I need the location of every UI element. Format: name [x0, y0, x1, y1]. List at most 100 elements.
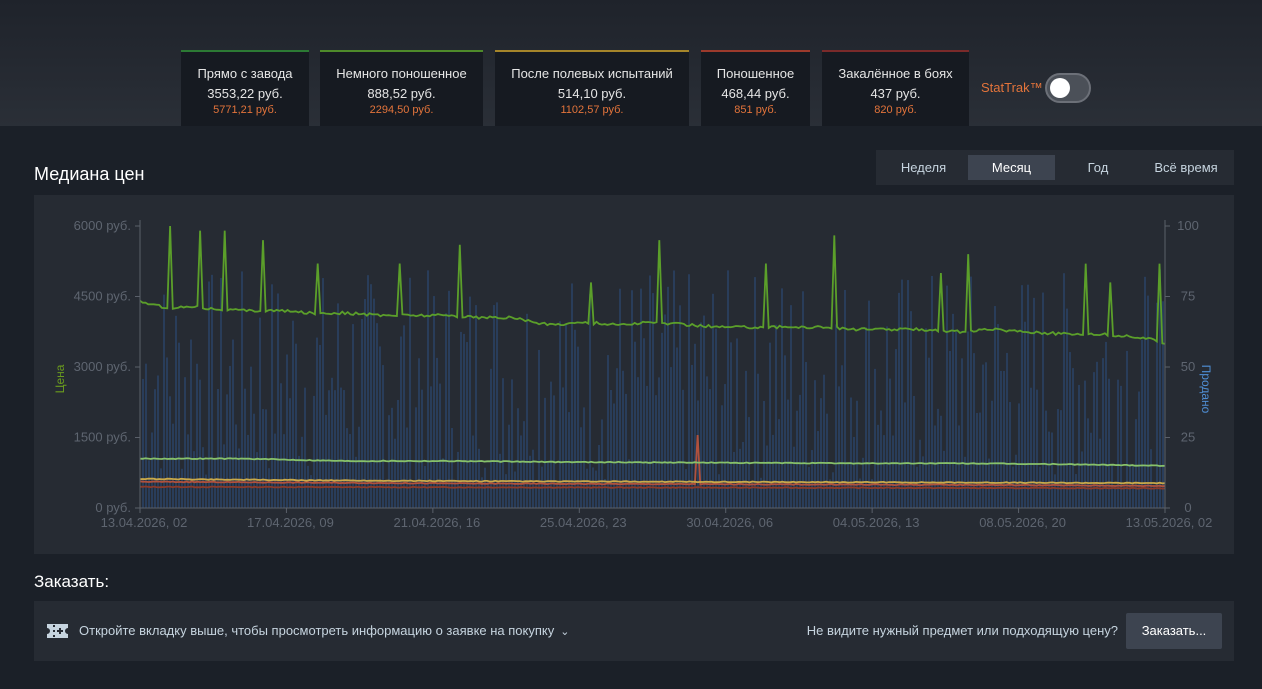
volume-bar	[994, 306, 996, 508]
volume-bar	[868, 300, 870, 508]
volume-bar	[667, 286, 669, 508]
volume-bar	[1036, 389, 1038, 508]
volume-bar	[205, 474, 207, 508]
volume-bar	[658, 377, 660, 508]
x-tick-label: 13.05.2026, 02	[1126, 515, 1213, 530]
volume-bar	[316, 337, 318, 508]
volume-bar	[871, 479, 873, 508]
volume-bar	[406, 427, 408, 508]
volume-bar	[562, 387, 564, 508]
volume-bar	[394, 438, 396, 508]
volume-bar	[481, 477, 483, 508]
volume-bar	[451, 428, 453, 508]
volume-bar	[724, 384, 726, 508]
order-button[interactable]: Заказать...	[1126, 613, 1222, 649]
volume-bar	[673, 270, 675, 508]
volume-bar	[328, 390, 330, 508]
volume-bar	[211, 274, 213, 508]
volume-bar	[943, 450, 945, 508]
volume-bar	[496, 302, 498, 508]
volume-bar	[505, 474, 507, 508]
volume-bar	[616, 368, 618, 508]
order-info-toggle[interactable]: Откройте вкладку выше, чтобы просмотреть…	[79, 623, 569, 638]
price-line-series	[139, 435, 1166, 488]
volume-bar	[292, 320, 294, 508]
volume-bar	[1015, 454, 1017, 508]
y-tick-label: 1500 руб.	[74, 430, 131, 445]
volume-bar	[181, 468, 183, 508]
volume-bar	[478, 448, 480, 508]
range-year-button[interactable]: Год	[1087, 160, 1109, 175]
volume-bar	[961, 358, 963, 508]
volume-bar	[835, 324, 837, 508]
volume-bar	[925, 328, 927, 508]
volume-bar	[1096, 361, 1098, 508]
volume-bar	[532, 449, 534, 508]
volume-bar	[784, 355, 786, 508]
order-info-text: Откройте вкладку выше, чтобы просмотреть…	[79, 623, 555, 638]
range-month-button[interactable]: Месяц	[968, 155, 1055, 180]
volume-bar	[760, 477, 762, 508]
range-week-button[interactable]: Неделя	[900, 160, 947, 175]
price-line-series	[139, 485, 1166, 490]
volume-bar	[1009, 402, 1011, 508]
volume-bar	[1051, 432, 1053, 508]
volume-bar	[1072, 368, 1074, 508]
price-chart[interactable]: 0 руб. 1500 руб. 3000 руб. 4500 руб. 6000 ру…	[34, 195, 1234, 554]
stattrak-toggle[interactable]	[1045, 73, 1091, 103]
wear-tab-field-tested[interactable]: После полевых испытаний 514,10 руб. 1102…	[495, 50, 689, 126]
x-tick-label: 25.04.2026, 23	[540, 515, 627, 530]
y2-tick-label: 50	[1181, 359, 1195, 374]
volume-bar	[199, 379, 201, 508]
range-all-time-button[interactable]: Всё время	[1154, 160, 1218, 175]
volume-bar	[430, 386, 432, 508]
volume-bar	[457, 451, 459, 508]
wear-tab-minimal-wear[interactable]: Немного поношенное 888,52 руб. 2294,50 р…	[320, 50, 483, 126]
toggle-knob	[1050, 78, 1070, 98]
wear-tab-stattrak-price: 5771,21 руб.	[213, 104, 277, 116]
volume-bar	[250, 366, 252, 508]
wear-tab-factory-new[interactable]: Прямо с завода 3553,22 руб. 5771,21 руб.	[181, 50, 309, 126]
volume-bar	[220, 277, 222, 508]
wear-tab-price: 514,10 руб.	[557, 86, 627, 101]
volume-bar	[766, 445, 768, 508]
wear-tab-battle-scarred[interactable]: Закалённое в боях 437 руб. 820 руб.	[822, 50, 969, 126]
volume-bar	[544, 397, 546, 508]
volume-bar	[1054, 474, 1056, 508]
volume-bar	[1000, 370, 1002, 508]
volume-bar	[619, 288, 621, 508]
volume-bar	[775, 324, 777, 508]
volume-bar	[970, 276, 972, 508]
wear-tab-well-worn[interactable]: Поношенное 468,44 руб. 851 руб.	[701, 50, 810, 126]
volume-bar	[157, 375, 159, 508]
volume-bar	[937, 408, 939, 508]
volume-bar	[370, 284, 372, 508]
volume-bar	[331, 377, 333, 508]
x-tick-label: 17.04.2026, 09	[247, 515, 334, 530]
volume-bar	[322, 278, 324, 508]
volume-bar	[175, 315, 177, 508]
volume-bar	[982, 364, 984, 508]
volume-bar	[1108, 378, 1110, 508]
volume-bar	[1123, 484, 1125, 508]
volume-bar	[1102, 358, 1104, 508]
volume-bar	[742, 441, 744, 508]
volume-bar	[1030, 387, 1032, 508]
volume-bar	[814, 380, 816, 508]
volume-bar	[580, 427, 582, 508]
volume-bar	[883, 435, 885, 508]
volume-bar	[493, 305, 495, 508]
volume-bar	[652, 293, 654, 508]
volume-bar	[235, 424, 237, 508]
volume-bar	[283, 434, 285, 508]
volume-bar	[274, 433, 276, 508]
x-tick-label: 30.04.2026, 06	[686, 515, 773, 530]
volume-bar	[913, 395, 915, 508]
volume-bar	[1159, 269, 1161, 508]
volume-bar	[793, 446, 795, 508]
volume-bar	[598, 444, 600, 508]
volume-bar	[661, 332, 663, 508]
volume-bar	[154, 389, 156, 508]
volume-bar	[253, 413, 255, 508]
volume-bar	[163, 294, 165, 508]
